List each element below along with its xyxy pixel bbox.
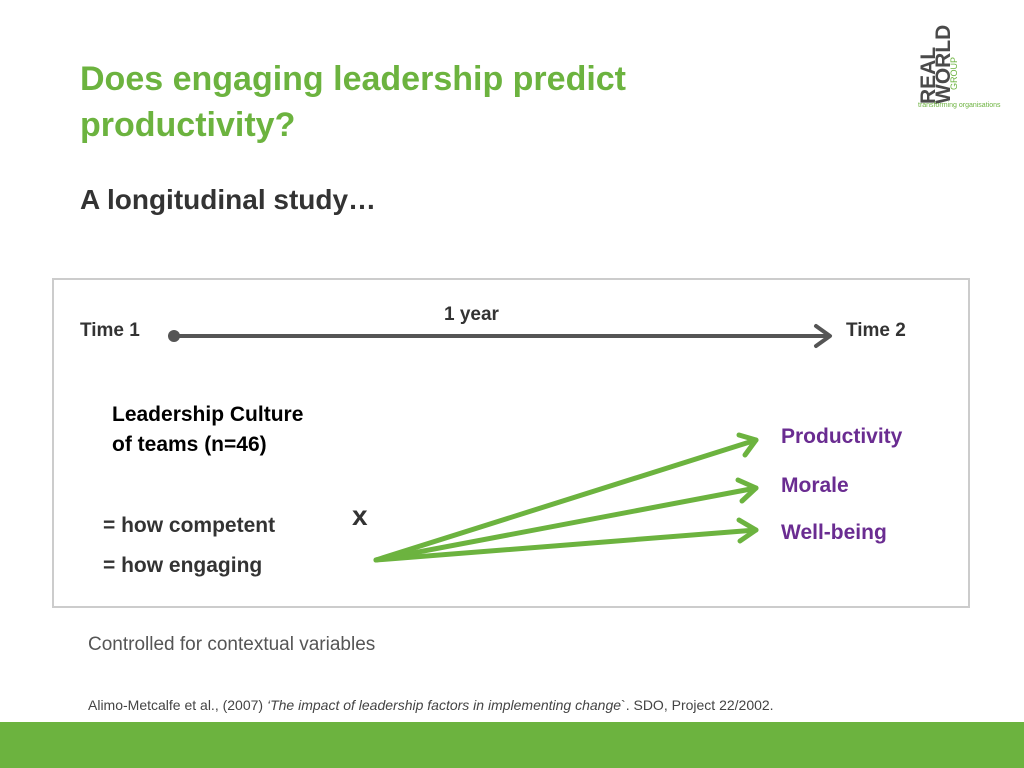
diagram-frame (52, 278, 970, 608)
slide-subtitle: A longitudinal study… (80, 184, 377, 215)
cross-mark: x (352, 500, 368, 531)
logo-tagline: transforming organisations (918, 102, 1001, 109)
control-note: Controlled for contextual variables (88, 634, 376, 655)
outcome-morale: Morale (781, 474, 849, 497)
arrowhead-productivity-icon (736, 432, 759, 458)
measure-competent: = how competent (103, 514, 276, 537)
outcome-wellbeing: Well-being (781, 521, 887, 544)
citation-rest: `. SDO, Project 22/2002. (621, 697, 774, 713)
slide-title: Does engaging leadership predict product… (80, 60, 627, 144)
arrow-to-wellbeing (373, 527, 759, 563)
outcome-productivity: Productivity (781, 425, 903, 448)
predictor-label: Leadership Culture of teams (n=46) (112, 403, 304, 456)
footer-bar (0, 722, 1024, 768)
arrow-to-morale (373, 485, 759, 563)
timeline-arrowhead-icon (814, 324, 832, 348)
real-world-group-logo: REAL WORLD GROUP transforming organisati… (916, 20, 1006, 115)
time-1-label: Time 1 (80, 320, 140, 341)
interval-label: 1 year (444, 304, 499, 325)
citation-title: ‘The impact of leadership factors in imp… (266, 697, 622, 713)
time-2-label: Time 2 (846, 320, 906, 341)
arrow-to-productivity (373, 437, 759, 563)
measure-engaging: = how engaging (103, 554, 263, 577)
arrowhead-wellbeing-icon (736, 517, 759, 544)
arrowhead-morale-icon (735, 477, 759, 504)
citation: Alimo-Metcalfe et al., (2007) ‘The impac… (88, 697, 774, 713)
citation-authors: Alimo-Metcalfe et al., (2007) (88, 697, 267, 713)
